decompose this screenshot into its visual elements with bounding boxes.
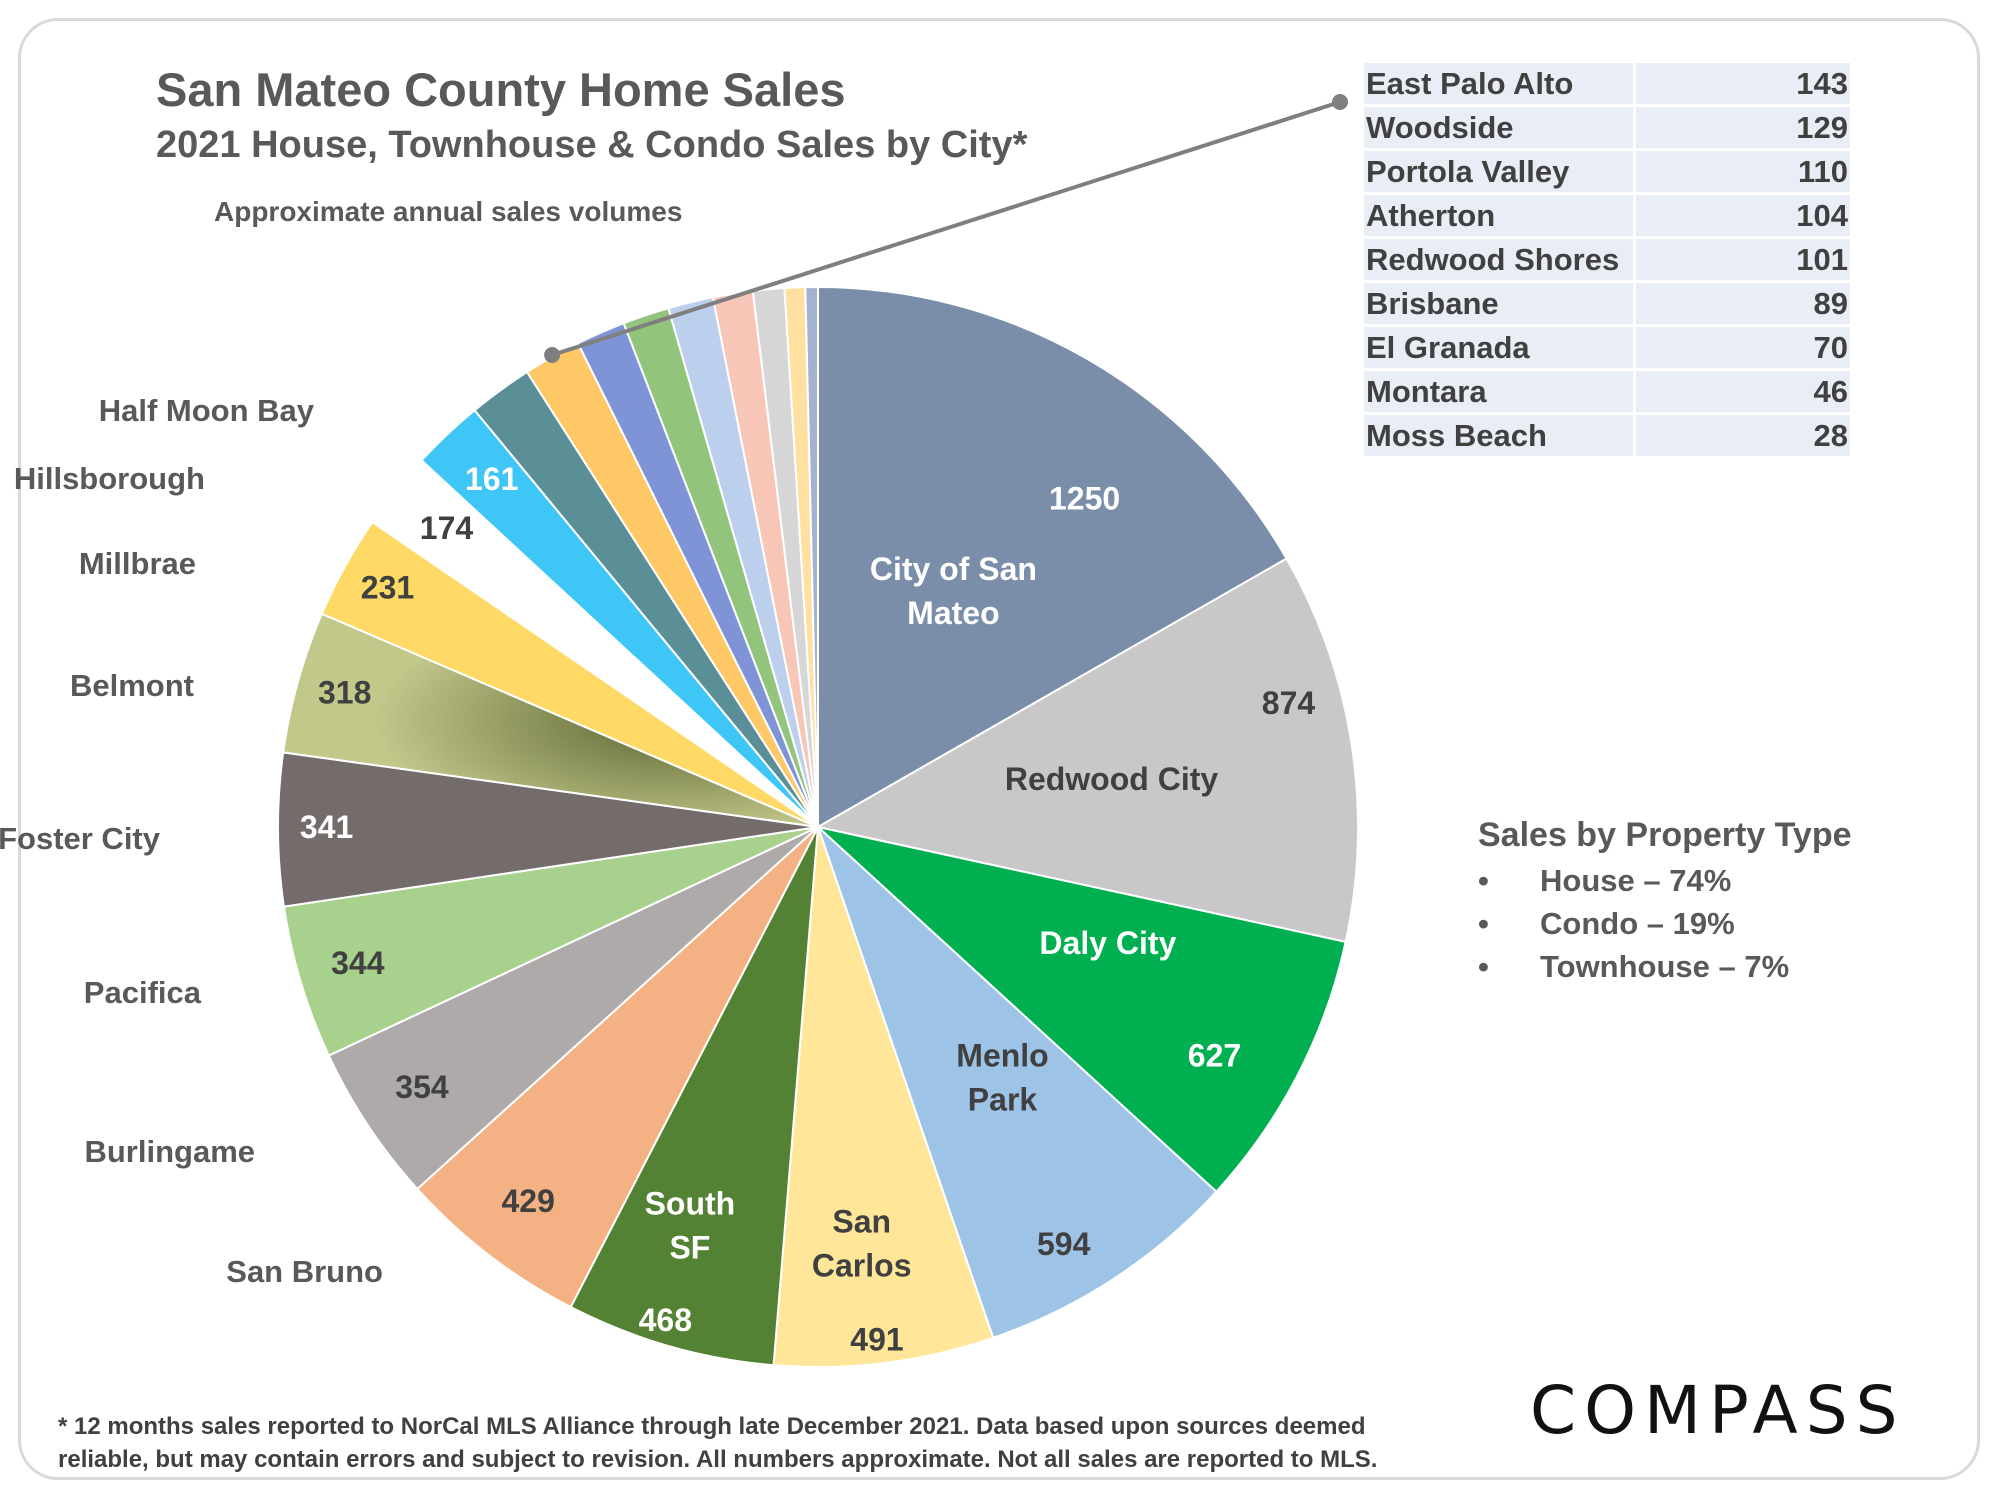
slice-burlingame (327, 826, 819, 1191)
property-type-label: House – 74% (1540, 863, 1732, 898)
slice-label-menlo-park: Park (968, 1082, 1038, 1118)
small-cities-table: East Palo Alto 143 Woodside 129 Portola Vall… (1364, 60, 1850, 459)
chart-note: Approximate annual sales volumes (214, 196, 683, 227)
footnote-line: reliable, but may contain errors and sub… (58, 1446, 1378, 1473)
property-type-title: Sales by Property Type (1478, 816, 1852, 854)
slice-value-pacifica: 344 (331, 945, 385, 981)
property-type-list: • House – 74% • Condo – 19% • Townhouse – 7… (1478, 863, 1852, 992)
slice-daly-city (814, 825, 1347, 1194)
slice-san-bruno (415, 826, 819, 1309)
table-row: Redwood Shores 101 (1364, 239, 1850, 280)
property-type-item: • Condo – 19% (1478, 906, 1852, 949)
slice-value-san-carlos: 491 (850, 1321, 903, 1357)
slice-value-millbrae: 231 (361, 570, 414, 606)
table-row: Atherton 104 (1364, 195, 1850, 236)
slice-value-burlingame: 354 (395, 1069, 449, 1105)
chart-subtitle: 2021 House, Townhouse & Condo Sales by C… (156, 124, 1028, 166)
chart-title: San Mateo County Home Sales (156, 63, 846, 116)
slice-label-south-sf: South (645, 1186, 736, 1222)
slice-label-south-sf: SF (669, 1230, 710, 1266)
slice-label-san-carlos: San (832, 1203, 891, 1239)
slice-label-san-carlos: Carlos (812, 1247, 912, 1283)
slice-label-belmont: Belmont (70, 668, 194, 703)
table-cell-value: 101 (1633, 239, 1850, 280)
table-cell-value: 70 (1633, 327, 1850, 368)
table-cell-city: East Palo Alto (1364, 63, 1633, 104)
callout-leader (544, 94, 1348, 363)
table-cell-value: 28 (1633, 415, 1850, 456)
slice-value-redwood-city: 874 (1262, 685, 1316, 721)
slice-label-san-bruno: San Bruno (226, 1254, 383, 1289)
table-row: Woodside 129 (1364, 107, 1850, 148)
callout-dot-end (1332, 94, 1348, 110)
slice-value-belmont: 318 (318, 674, 371, 710)
pie-slices (277, 285, 1359, 1368)
bullet-icon: • (1478, 906, 1489, 941)
property-type-item: • House – 74% (1478, 863, 1852, 906)
table-cell-city: Montara (1364, 371, 1633, 412)
table-cell-city: El Granada (1364, 327, 1633, 368)
pie-labels: City of San Mateo 1250 Redwood City 874 Daly … (0, 393, 1315, 1357)
slice-label-half-moon-bay: Half Moon Bay (99, 393, 315, 428)
slice-label-city-of-san-mateo: City of San (870, 551, 1037, 587)
callout-dot-start (544, 347, 561, 363)
table-row: Portola Valley 110 (1364, 151, 1850, 192)
table-cell-value: 143 (1633, 63, 1850, 104)
slice-label-pacifica: Pacifica (84, 975, 202, 1010)
slice-san-carlos (772, 826, 995, 1368)
slice-label-millbrae: Millbrae (79, 546, 196, 581)
slice-value-half-moon-bay: 161 (465, 461, 518, 497)
slice-value-san-bruno: 429 (502, 1183, 555, 1219)
table-cell-city: Portola Valley (1364, 151, 1633, 192)
bullet-icon: • (1478, 863, 1489, 898)
table-cell-value: 89 (1633, 283, 1850, 324)
slice-redwood-city (815, 557, 1359, 944)
footnote: * 12 months sales reported to NorCal MLS… (58, 1410, 1438, 1476)
property-type-item: • Townhouse – 7% (1478, 949, 1852, 992)
slice-value-daly-city: 627 (1188, 1038, 1241, 1074)
table-row: Montara 46 (1364, 371, 1850, 412)
compass-logo: COMPASS (1530, 1372, 1906, 1449)
slice-label-hillsborough: Hillsborough (14, 461, 205, 496)
table-cell-city: Redwood Shores (1364, 239, 1633, 280)
slice-value-south-sf: 468 (639, 1302, 692, 1338)
table-row: East Palo Alto 143 (1364, 63, 1850, 104)
table-row: Brisbane 89 (1364, 283, 1850, 324)
slice-label-redwood-city: Redwood City (1005, 761, 1219, 797)
slice-label-city-of-san-mateo: Mateo (907, 595, 999, 631)
slice-label-burlingame: Burlingame (84, 1134, 255, 1169)
callout-line (551, 100, 1341, 357)
slice-label-menlo-park: Menlo (956, 1038, 1048, 1074)
table-cell-value: 104 (1633, 195, 1850, 236)
table-cell-value: 46 (1633, 371, 1850, 412)
table-cell-city: Woodside (1364, 107, 1633, 148)
slice-value-city-of-san-mateo: 1250 (1049, 480, 1120, 516)
slice-menlo-park (817, 826, 1218, 1340)
table-row: Moss Beach 28 (1364, 415, 1850, 456)
table-cell-value: 129 (1633, 107, 1850, 148)
property-type-box: Sales by Property Type • House – 74% • Con… (1478, 816, 1852, 992)
property-type-label: Condo – 19% (1540, 906, 1735, 941)
table-cell-city: Moss Beach (1364, 415, 1633, 456)
table-row: El Granada 70 (1364, 327, 1850, 368)
table-cell-value: 110 (1633, 151, 1850, 192)
slice-city-of-san-mateo (817, 285, 1288, 829)
bullet-icon: • (1478, 949, 1489, 984)
slice-value-hillsborough: 174 (420, 510, 474, 546)
property-type-label: Townhouse – 7% (1540, 949, 1790, 984)
slice-moss-beach (804, 285, 819, 828)
slice-pacifica (282, 826, 819, 1057)
slice-value-foster-city: 341 (300, 809, 353, 845)
slice-label-foster-city: Foster City (0, 821, 161, 856)
slice-value-menlo-park: 594 (1037, 1226, 1091, 1262)
table-cell-city: Atherton (1364, 195, 1633, 236)
slice-label-daly-city: Daly City (1039, 925, 1176, 961)
footnote-line: * 12 months sales reported to NorCal MLS… (58, 1413, 1366, 1440)
slice-south-sf (569, 826, 819, 1367)
table-cell-city: Brisbane (1364, 283, 1633, 324)
